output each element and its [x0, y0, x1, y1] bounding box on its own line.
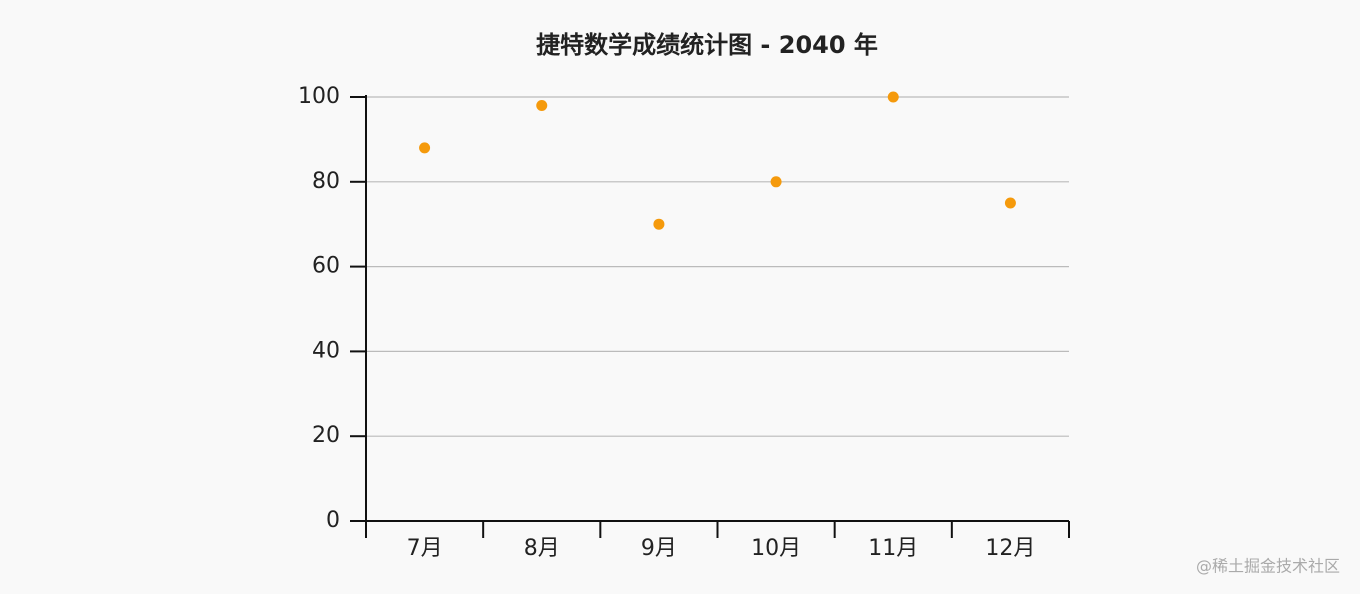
point: [419, 142, 431, 154]
x-tick-label: 12月: [985, 536, 1035, 561]
point: [1004, 197, 1016, 209]
x-tick-label: 7月: [407, 536, 443, 561]
x-tick-label: 11月: [868, 536, 918, 561]
point: [887, 91, 899, 103]
y-tick-label: 20: [312, 423, 340, 448]
watermark: @稀土掘金技术社区: [1196, 557, 1340, 576]
x-tick-label: 9月: [641, 536, 677, 561]
x-tick-label: 8月: [524, 536, 560, 561]
y-tick-label: 0: [326, 508, 340, 533]
y-tick-label: 100: [298, 84, 340, 109]
y-tick-label: 40: [312, 338, 340, 363]
y-tick-label: 80: [312, 169, 340, 194]
point: [536, 99, 548, 111]
point: [770, 176, 782, 188]
point: [653, 218, 665, 230]
chart-title: 捷特数学成绩统计图 - 2040 年: [536, 31, 878, 59]
x-tick-label: 10月: [751, 536, 801, 561]
y-tick-label: 60: [312, 254, 340, 279]
